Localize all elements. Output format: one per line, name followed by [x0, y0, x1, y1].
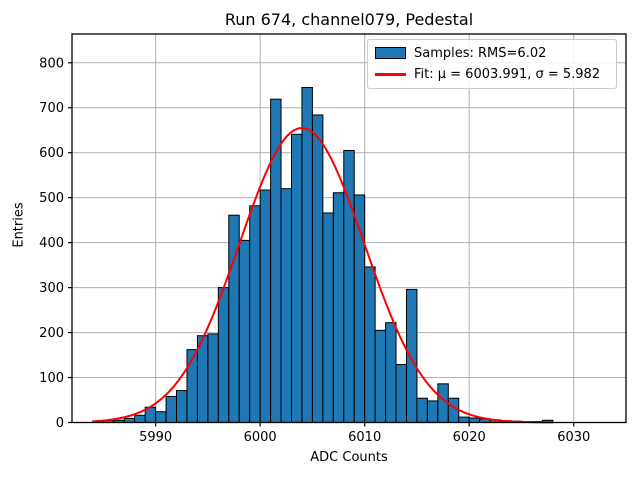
histogram-bar	[301, 87, 313, 424]
histogram-bar	[207, 333, 219, 423]
histogram-bar	[416, 397, 428, 423]
histogram-bar	[238, 239, 251, 423]
x-tick-label: 6030	[557, 430, 590, 445]
y-axis-label: Entries	[11, 202, 27, 248]
histogram-bar	[134, 414, 146, 423]
y-tick-label: 0	[56, 416, 64, 431]
y-tick-label: 200	[39, 326, 64, 341]
y-tick-label: 300	[39, 281, 64, 296]
histogram-bar	[259, 189, 272, 423]
x-tick-label: 6010	[348, 430, 381, 445]
y-tick-label: 700	[39, 101, 64, 116]
histogram-bar	[374, 329, 387, 423]
histogram-bar	[426, 400, 439, 423]
histogram-bar	[280, 188, 293, 423]
y-tick-label: 400	[39, 236, 64, 251]
histogram-bar	[196, 335, 209, 423]
histogram-bar	[291, 133, 303, 423]
legend-entry-fit: Fit: μ = 6003.991, σ = 5.982	[375, 65, 609, 85]
samples-swatch-icon	[375, 47, 406, 60]
y-tick-label: 800	[39, 56, 64, 71]
x-tick-label: 6020	[453, 430, 486, 445]
x-axis-label: ADC Counts	[310, 450, 388, 465]
histogram-bar	[155, 411, 167, 424]
gaussian-fit-curve	[91, 126, 554, 424]
y-tick-label: 500	[39, 191, 64, 206]
x-tick-label: 6000	[244, 430, 277, 445]
histogram-bar	[385, 322, 397, 424]
histogram-bar	[176, 390, 188, 423]
y-tick-label: 600	[39, 146, 64, 161]
legend-fit-label: Fit: μ = 6003.991, σ = 5.982	[414, 67, 601, 83]
histogram-bar	[322, 212, 334, 423]
legend: Samples: RMS=6.02 Fit: μ = 6003.991, σ =…	[367, 39, 617, 89]
x-tick-label: 5990	[139, 430, 172, 445]
fit-line-swatch-icon	[375, 73, 406, 76]
histogram-bar	[217, 287, 230, 423]
legend-samples-label: Samples: RMS=6.02	[414, 45, 547, 61]
chart-title: Run 674, channel079, Pedestal	[224, 10, 474, 29]
histogram-bar	[395, 363, 407, 423]
legend-entry-samples: Samples: RMS=6.02	[375, 43, 609, 63]
histogram-bar	[468, 417, 481, 424]
histogram-bar	[447, 397, 460, 423]
histogram-bar	[405, 288, 418, 423]
histogram-bar	[311, 114, 324, 423]
axes-frame	[71, 33, 627, 424]
histogram-bar	[249, 205, 261, 423]
histogram-bar	[458, 416, 470, 423]
histogram-bar	[165, 395, 178, 423]
y-tick-label: 100	[39, 371, 64, 386]
histogram-bar	[332, 192, 345, 423]
histogram-bar	[364, 266, 376, 423]
